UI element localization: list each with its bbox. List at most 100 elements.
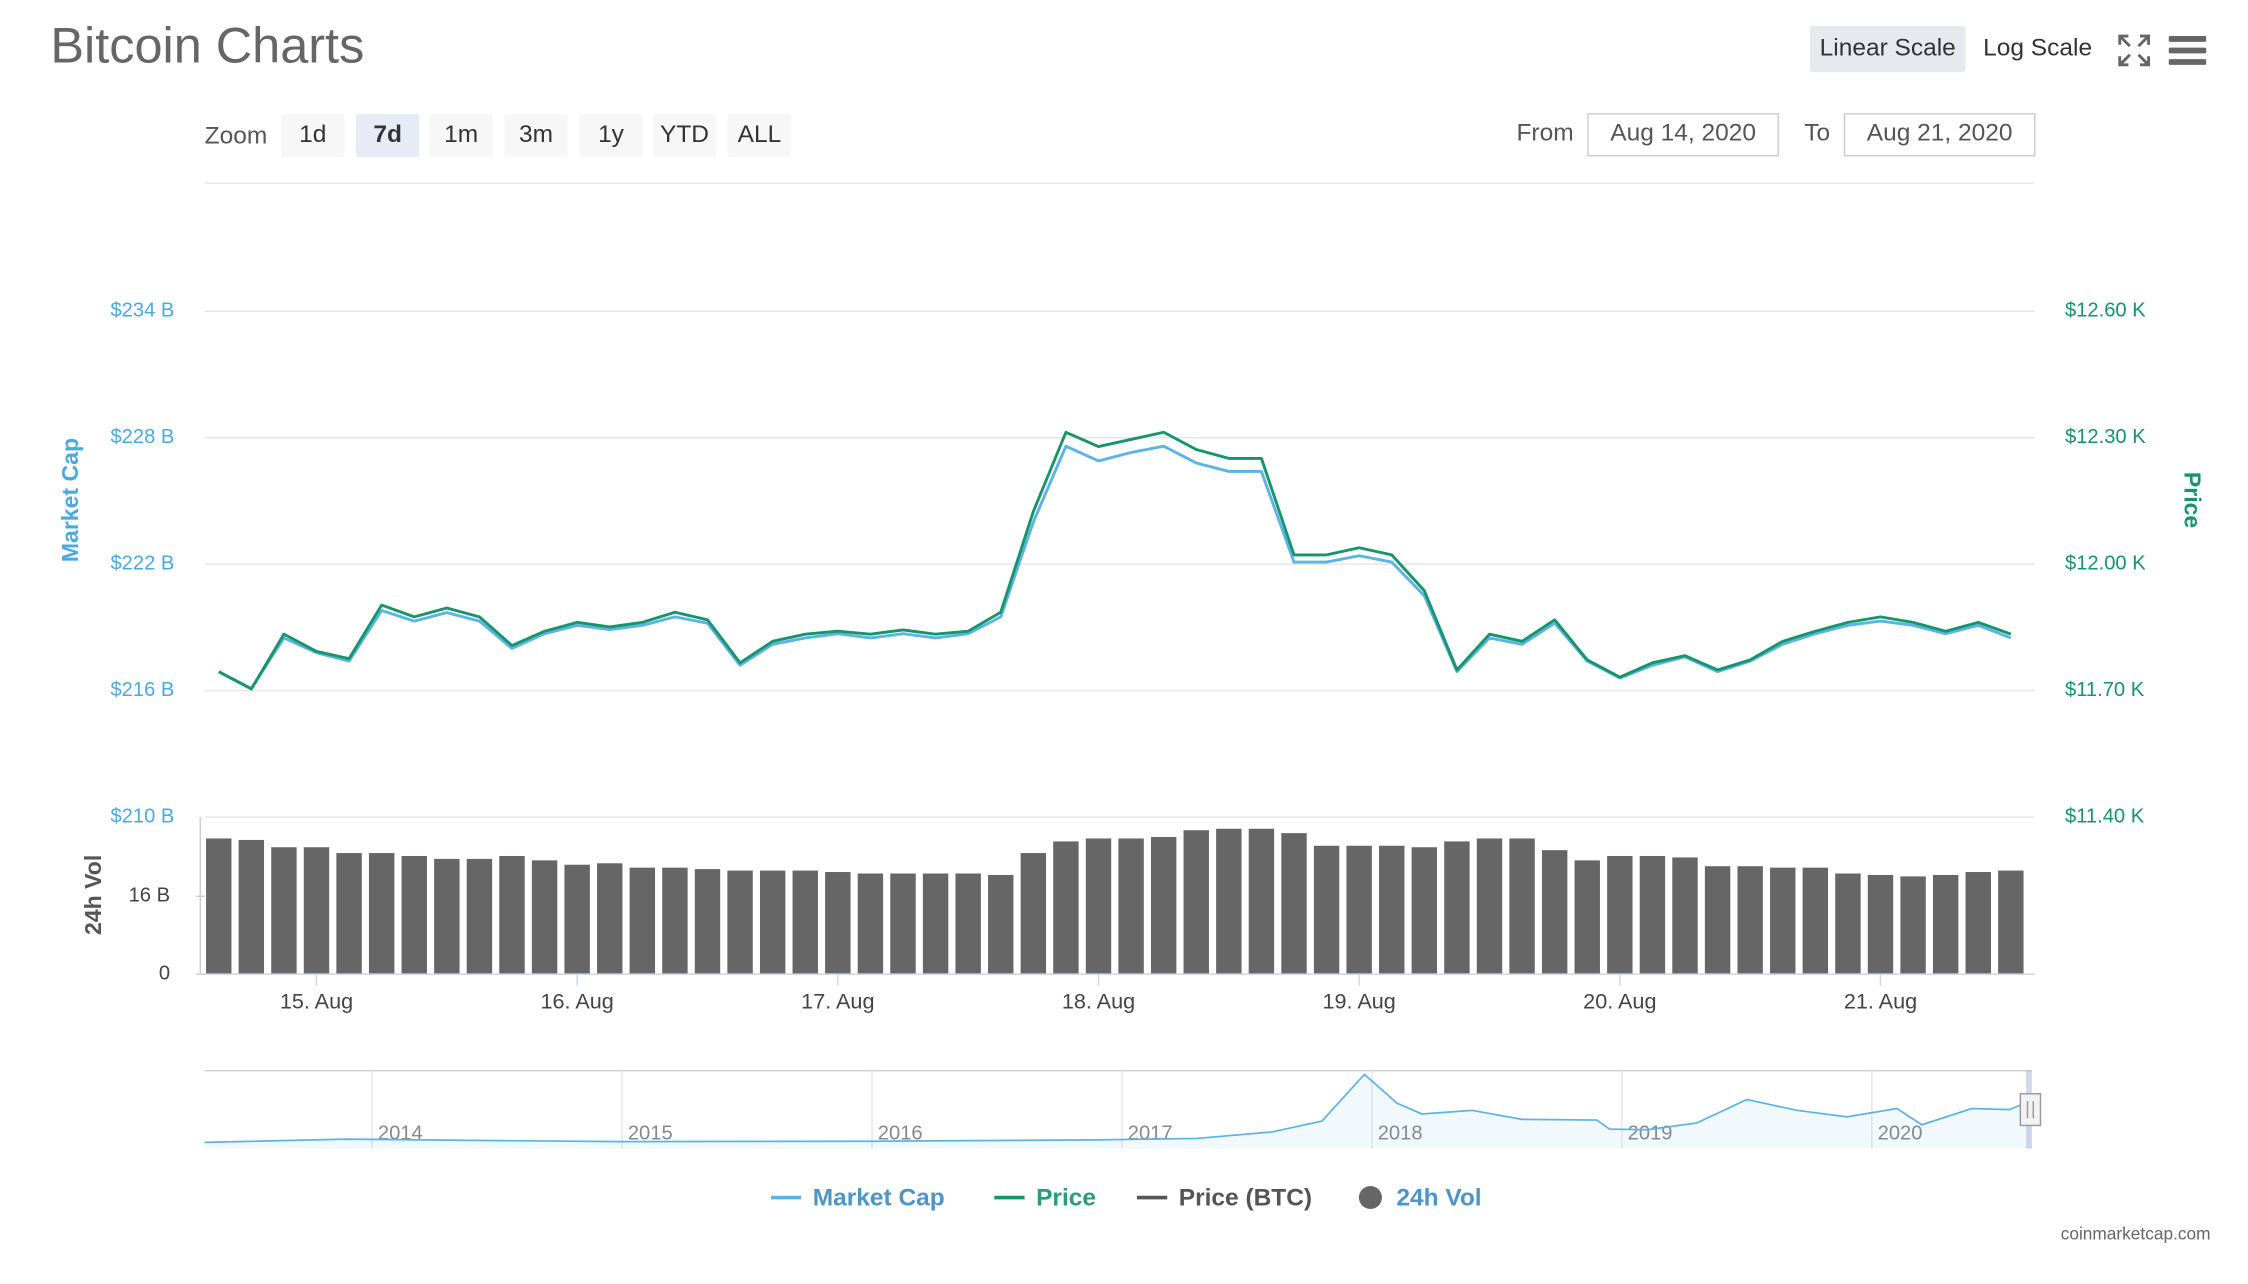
zoom-button[interactable] (504, 113, 568, 158)
x-tick-label: 17. Aug (801, 989, 874, 1014)
volume-bar (1835, 873, 1861, 975)
navigator-tick-label: 2018 (1378, 1122, 1423, 1144)
y-tick-label: $234 B (110, 300, 174, 322)
menu-icon[interactable] (2168, 36, 2207, 65)
fullscreen-icon[interactable] (2118, 34, 2151, 67)
zoom-button-label[interactable]: 1d (299, 121, 326, 148)
zoom-button[interactable] (652, 113, 717, 158)
volume-bar (336, 853, 362, 975)
credit: coinmarketcap.com (2061, 1224, 2211, 1244)
legend-symbol[interactable] (1358, 1185, 1382, 1210)
zoom-button-label[interactable]: ALL (738, 121, 782, 148)
zoom-button-label[interactable]: 3m (519, 121, 553, 148)
navigator-tick-label: 2020 (1878, 1122, 1923, 1144)
volume-bar (597, 863, 623, 975)
volume-bar (1541, 850, 1568, 975)
volume-bar (1411, 847, 1438, 975)
from-input[interactable] (1587, 113, 1779, 157)
from-date[interactable]: Aug 14, 2020 (1610, 120, 1756, 147)
volume-bar (1313, 845, 1340, 975)
volume-bar (1607, 855, 1633, 975)
legend-label[interactable]: Market Cap (813, 1184, 945, 1211)
y-axis-title: 24h Vol (80, 855, 106, 935)
legend-label[interactable]: Price (1036, 1184, 1096, 1211)
volume-bar (857, 873, 884, 975)
linear-scale-button[interactable] (1809, 25, 1966, 73)
page-title: Bitcoin Charts (50, 16, 364, 73)
zoom-button[interactable] (355, 113, 420, 158)
volume-bar (1379, 845, 1405, 975)
volume-bar (694, 869, 721, 975)
volume-bar (564, 864, 590, 975)
volume-bar (1509, 838, 1535, 975)
volume-bar (271, 847, 297, 975)
volume-bar (890, 873, 916, 975)
navigator-tick-label: 2016 (878, 1122, 923, 1144)
volume-bar (1183, 830, 1209, 975)
y-tick-label: $228 B (110, 426, 174, 448)
navigator-area (204, 1074, 2032, 1149)
volume-bar (759, 870, 786, 975)
volume-bar (499, 855, 525, 975)
zoom-label: Zoom (205, 122, 268, 149)
volume-bar (1444, 841, 1470, 975)
volume-bar (206, 838, 232, 975)
zoom-button-label[interactable]: YTD (660, 121, 709, 148)
volume-bar (727, 870, 753, 975)
x-tick-label: 15. Aug (280, 989, 353, 1014)
series-line (218, 430, 2012, 691)
volume-bar (1998, 870, 2024, 975)
x-tick-label: 19. Aug (1323, 989, 1396, 1014)
volume-bar (1118, 838, 1144, 975)
zoom-button[interactable] (579, 113, 643, 158)
log-scale-label[interactable]: Log Scale (1983, 34, 2092, 61)
linear-scale-label[interactable]: Linear Scale (1820, 34, 1956, 61)
volume-bar (1672, 857, 1698, 975)
to-date[interactable]: Aug 21, 2020 (1867, 120, 2013, 147)
y2-tick-label: $11.40 K (2065, 805, 2145, 827)
volume-bar (825, 872, 851, 975)
volume-bar (1216, 828, 1242, 975)
y2-axis-title: Price (2179, 472, 2205, 529)
volume-bar (434, 858, 460, 975)
zoom-button-label[interactable]: 7d (373, 121, 402, 148)
zoom-button-label[interactable]: 1y (598, 121, 625, 148)
volume-bar (1020, 853, 1047, 975)
volume-bar (368, 853, 395, 975)
zoom-button[interactable] (727, 113, 792, 158)
volume-bar (238, 839, 265, 975)
legend-label[interactable]: 24h Vol (1396, 1184, 1481, 1211)
volume-bar (988, 874, 1014, 975)
volume-bar (531, 860, 558, 975)
zoom-button[interactable] (429, 113, 493, 158)
navigator-handle[interactable] (2019, 1093, 2042, 1127)
navigator-handle-grip[interactable] (2026, 1100, 2035, 1119)
from-label: From (1516, 120, 1573, 147)
volume-bar (466, 858, 493, 975)
volume-bar (1150, 837, 1177, 975)
y-axis-title: Market Cap (57, 438, 83, 562)
y-tick-label: $222 B (110, 553, 174, 575)
volume-bar (1900, 876, 1926, 975)
volume-bar (1248, 828, 1275, 975)
y2-tick-label: $12.00 K (2065, 553, 2146, 575)
y-tick-label: 0 (159, 962, 170, 984)
x-tick-label: 20. Aug (1583, 989, 1656, 1014)
volume-bar (1346, 845, 1372, 975)
volume-bar (1281, 833, 1307, 975)
x-tick-label: 21. Aug (1844, 989, 1917, 1014)
x-tick-label: 16. Aug (541, 989, 614, 1014)
zoom-button-label[interactable]: 1m (444, 121, 478, 148)
y-tick-label: 16 B (129, 885, 170, 907)
volume-bar (303, 847, 330, 975)
to-input[interactable] (1843, 113, 2036, 157)
legend-label[interactable]: Price (BTC) (1179, 1184, 1312, 1211)
zoom-button[interactable] (281, 113, 345, 158)
volume-bar (662, 867, 688, 975)
volume-bar (1574, 860, 1600, 975)
volume-bar (1085, 838, 1112, 975)
volume-bar (1965, 872, 1991, 975)
y-tick-label: $216 B (110, 679, 174, 701)
volume-bar (629, 867, 656, 975)
